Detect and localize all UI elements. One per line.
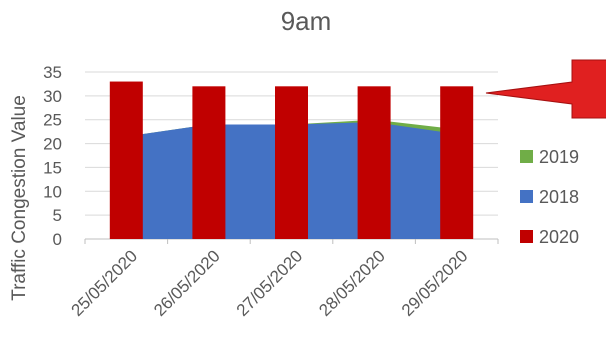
chart-title: 9am [281, 6, 332, 36]
y-tick-label: 25 [43, 111, 62, 130]
x-tick-label: 28/05/2020 [315, 246, 389, 320]
bar-2020 [192, 86, 226, 239]
legend-swatch-2019 [520, 150, 533, 163]
legend-label-2018: 2018 [539, 187, 579, 207]
callout-shape [485, 59, 606, 119]
legend: 2019 2018 2020 [520, 147, 579, 247]
bar-2020 [357, 86, 391, 239]
y-axis-label: Traffic Congestion Value [9, 95, 30, 301]
callout-arrow [485, 59, 606, 119]
legend-swatch-2020 [520, 230, 533, 243]
legend-swatch-2018 [520, 190, 533, 203]
bar-2020 [109, 81, 143, 240]
x-tick-label: 29/05/2020 [398, 246, 472, 320]
y-tick-label: 20 [43, 135, 62, 154]
y-tick-label: 5 [53, 206, 62, 225]
x-tick-label: 26/05/2020 [150, 246, 224, 320]
legend-label-2020: 2020 [539, 227, 579, 247]
y-tick-label: 0 [53, 230, 62, 249]
y-tick-label: 15 [43, 158, 62, 177]
bar-2020 [275, 86, 308, 239]
x-tick-labels: 25/05/2020 26/05/2020 27/05/2020 28/05/2020… [68, 239, 499, 320]
bar-series [109, 81, 474, 240]
y-tick-label: 35 [43, 63, 62, 82]
legend-label-2019: 2019 [539, 147, 579, 167]
y-tick-label: 10 [43, 182, 62, 201]
y-tick-label: 30 [43, 87, 62, 106]
x-tick-label: 25/05/2020 [68, 246, 142, 320]
x-tick-label: 27/05/2020 [233, 246, 307, 320]
bar-2020 [440, 86, 474, 239]
y-tick-labels: 0 5 10 15 20 25 30 35 [43, 63, 62, 249]
